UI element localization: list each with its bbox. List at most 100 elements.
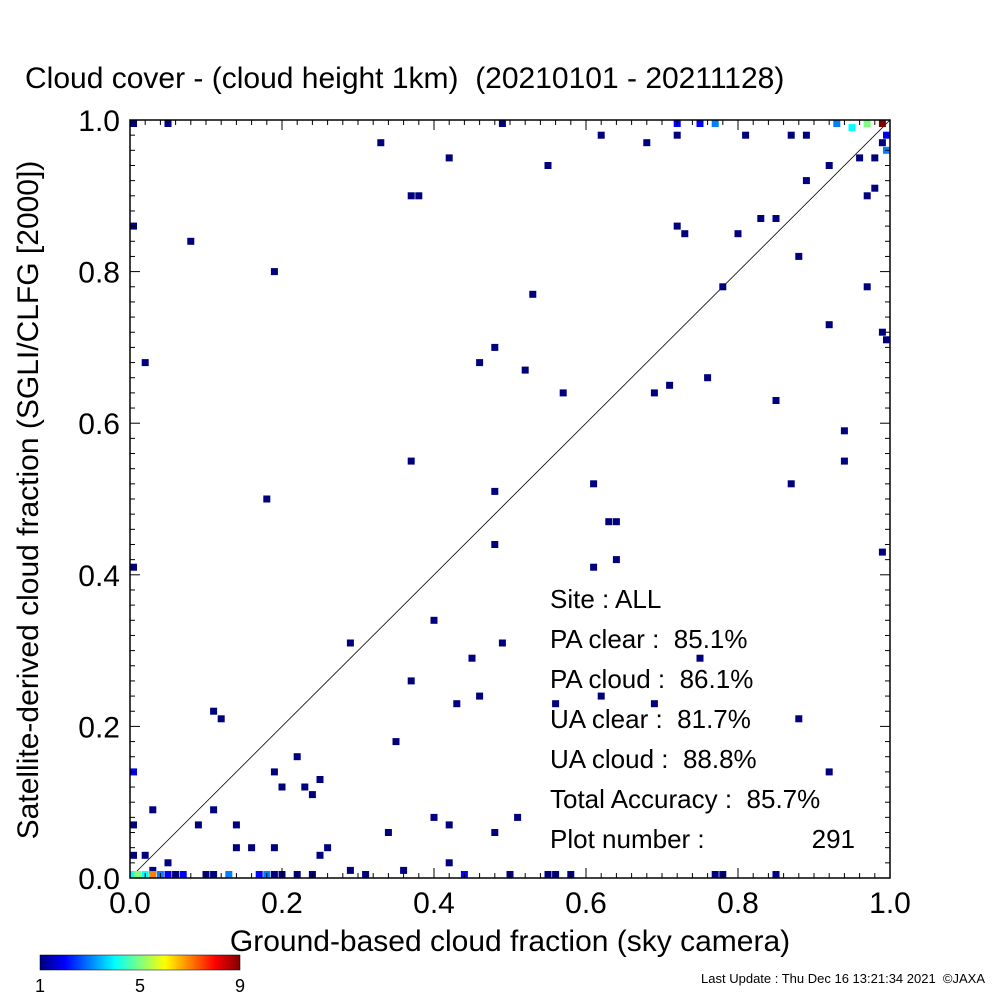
stat-plot-number-label: Plot number : bbox=[550, 824, 705, 854]
x-tick-label: 0.0 bbox=[109, 887, 151, 920]
data-cell bbox=[225, 871, 233, 878]
data-cell bbox=[612, 556, 620, 564]
data-cell bbox=[840, 457, 848, 465]
data-cell bbox=[491, 343, 499, 351]
x-tick-labels: 0.0 0.2 0.4 0.6 0.8 1.0 bbox=[109, 887, 911, 920]
stat-ua-cloud: UA cloud : 88.8% bbox=[550, 744, 757, 774]
data-cell bbox=[130, 821, 137, 829]
data-cell bbox=[384, 829, 392, 836]
y-tick-labels: 0.0 0.2 0.4 0.6 0.8 1.0 bbox=[78, 105, 120, 896]
stat-pa-cloud: PA cloud : 86.1% bbox=[550, 664, 753, 694]
data-cell bbox=[650, 700, 658, 708]
data-cell bbox=[833, 120, 841, 127]
data-cell bbox=[612, 518, 620, 526]
data-cell bbox=[878, 120, 886, 127]
data-cell bbox=[430, 616, 438, 624]
data-cell bbox=[825, 768, 833, 776]
data-cell bbox=[362, 871, 370, 878]
data-cell bbox=[248, 844, 256, 852]
x-tick-label: 0.6 bbox=[565, 887, 607, 920]
data-cell bbox=[696, 654, 704, 662]
data-cell bbox=[141, 851, 149, 859]
data-cell bbox=[521, 366, 529, 374]
data-cell bbox=[210, 871, 218, 878]
data-cell bbox=[210, 806, 218, 814]
data-cell bbox=[840, 427, 848, 435]
data-cell bbox=[491, 829, 499, 836]
data-cell bbox=[734, 230, 742, 238]
data-cell bbox=[666, 381, 674, 389]
axis-ticks bbox=[129, 119, 891, 879]
data-cell bbox=[232, 844, 240, 852]
data-cell bbox=[772, 397, 780, 404]
data-cell bbox=[514, 813, 522, 821]
data-cell bbox=[863, 192, 871, 200]
data-cell bbox=[704, 374, 712, 382]
data-cell bbox=[787, 480, 795, 488]
y-tick-label: 0.2 bbox=[78, 711, 120, 744]
data-cell bbox=[141, 359, 149, 367]
data-cell bbox=[400, 866, 408, 874]
stat-site: Site : ALL bbox=[550, 584, 661, 614]
data-cell bbox=[772, 871, 780, 878]
data-cell bbox=[324, 844, 332, 852]
data-cell bbox=[130, 851, 137, 859]
data-cell bbox=[270, 268, 278, 276]
data-cell bbox=[825, 321, 833, 329]
data-cell bbox=[711, 120, 719, 127]
stat-total-accuracy: Total Accuracy : 85.7% bbox=[550, 784, 820, 814]
data-cell bbox=[308, 791, 316, 799]
x-axis-label: Ground-based cloud fraction (sky camera) bbox=[230, 925, 790, 958]
data-cell bbox=[476, 359, 484, 367]
data-cell bbox=[742, 131, 750, 139]
x-tick-label: 0.2 bbox=[261, 887, 303, 920]
data-cell bbox=[270, 871, 278, 878]
data-cell bbox=[605, 518, 613, 526]
data-cell bbox=[871, 184, 879, 192]
data-cell bbox=[772, 215, 780, 222]
data-cell bbox=[590, 480, 598, 488]
data-cell bbox=[544, 162, 552, 169]
data-cell bbox=[232, 821, 240, 829]
data-cell bbox=[445, 154, 453, 162]
y-tick-label: 0.8 bbox=[78, 257, 120, 290]
data-cell bbox=[270, 768, 278, 776]
data-cell bbox=[149, 871, 157, 878]
data-cell bbox=[795, 715, 803, 723]
data-cell bbox=[164, 859, 172, 867]
data-cell bbox=[179, 871, 187, 878]
data-cell bbox=[650, 389, 658, 397]
data-cell bbox=[597, 131, 605, 139]
data-cell bbox=[392, 738, 400, 746]
data-cell bbox=[210, 707, 218, 715]
y-tick-label: 0.0 bbox=[78, 863, 120, 896]
one-to-one-line bbox=[129, 119, 891, 879]
y-tick-label: 0.4 bbox=[78, 560, 120, 593]
data-cell bbox=[552, 700, 560, 708]
data-cell bbox=[544, 871, 552, 878]
data-cell bbox=[681, 230, 689, 238]
data-cell bbox=[445, 859, 453, 867]
data-cell bbox=[848, 124, 856, 132]
data-cell bbox=[825, 162, 833, 169]
data-cell bbox=[415, 192, 423, 200]
data-cell bbox=[346, 866, 354, 874]
x-tick-label: 1.0 bbox=[869, 887, 911, 920]
data-cell bbox=[491, 487, 499, 495]
data-cell bbox=[863, 120, 871, 127]
last-update-text: Last Update : Thu Dec 16 13:21:34 2021 ©… bbox=[701, 971, 985, 986]
data-cell bbox=[802, 177, 810, 185]
data-cell bbox=[468, 654, 476, 662]
y-tick-label: 1.0 bbox=[78, 105, 120, 138]
stat-plot-number-value: 291 bbox=[812, 824, 855, 854]
data-cell bbox=[856, 154, 864, 162]
data-cell bbox=[301, 783, 309, 791]
colorbar-label-min: 1 bbox=[35, 976, 45, 996]
data-cell bbox=[696, 120, 704, 127]
data-cell bbox=[529, 290, 537, 298]
data-cell bbox=[498, 120, 506, 127]
data-cell bbox=[316, 851, 324, 859]
data-cell bbox=[757, 215, 765, 222]
y-tick-label: 0.6 bbox=[78, 408, 120, 441]
data-cell bbox=[130, 120, 137, 127]
